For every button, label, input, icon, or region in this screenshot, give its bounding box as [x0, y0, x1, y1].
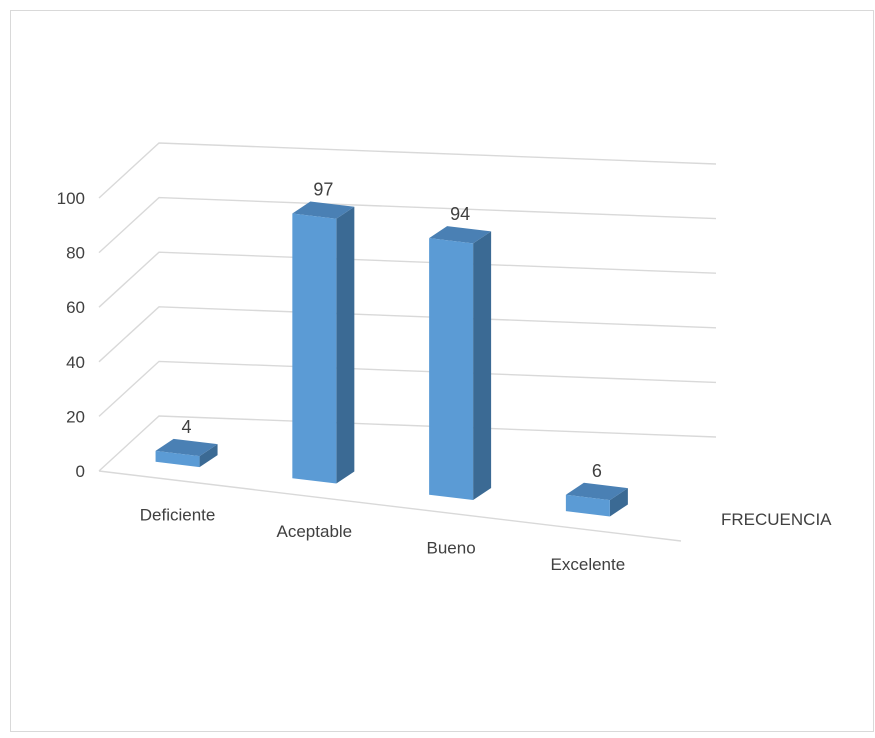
bar-top [429, 226, 492, 244]
bar [565, 494, 610, 517]
gridline [98, 251, 717, 308]
chart-frame: 0 20 40 60 80 100 4 Deficiente 97 Aceptable 94 Buen… [10, 10, 874, 732]
y-tick-label: 40 [66, 353, 85, 372]
bar [155, 450, 200, 468]
gridline [98, 360, 717, 417]
bar-side [473, 231, 492, 500]
labels: 0 20 40 60 80 100 4 Deficiente 97 Aceptable 94 Buen… [57, 179, 833, 573]
bar-chart-3d: 0 20 40 60 80 100 4 Deficiente 97 Aceptable 94 Buen… [57, 142, 833, 574]
bar-top [292, 201, 355, 219]
bar-side [609, 488, 628, 517]
gridline [98, 196, 717, 254]
x-tick-label: Deficiente [140, 505, 216, 524]
data-label: 6 [592, 461, 602, 481]
bar-top [155, 438, 218, 457]
x-tick-label: Bueno [427, 538, 476, 557]
gridlines [98, 142, 717, 542]
bar [292, 213, 337, 484]
series-label: FRECUENCIA [721, 510, 832, 529]
floor-edge [98, 470, 682, 542]
y-tick-label: 20 [66, 407, 85, 426]
bar-side [199, 444, 218, 468]
data-label: 97 [313, 179, 333, 199]
data-label: 94 [450, 204, 470, 224]
y-tick-label: 80 [66, 244, 85, 263]
x-tick-label: Excelente [551, 555, 626, 574]
data-label: 4 [182, 417, 192, 437]
bars [155, 201, 628, 517]
y-tick-label: 100 [57, 189, 85, 208]
bar [429, 238, 474, 500]
gridline [98, 306, 717, 363]
x-tick-label: Aceptable [277, 522, 353, 541]
bar-side [336, 206, 355, 484]
bar-top [565, 482, 628, 501]
y-tick-label: 0 [76, 462, 85, 481]
gridline [98, 142, 717, 199]
gridline [98, 415, 717, 472]
y-tick-label: 60 [66, 298, 85, 317]
